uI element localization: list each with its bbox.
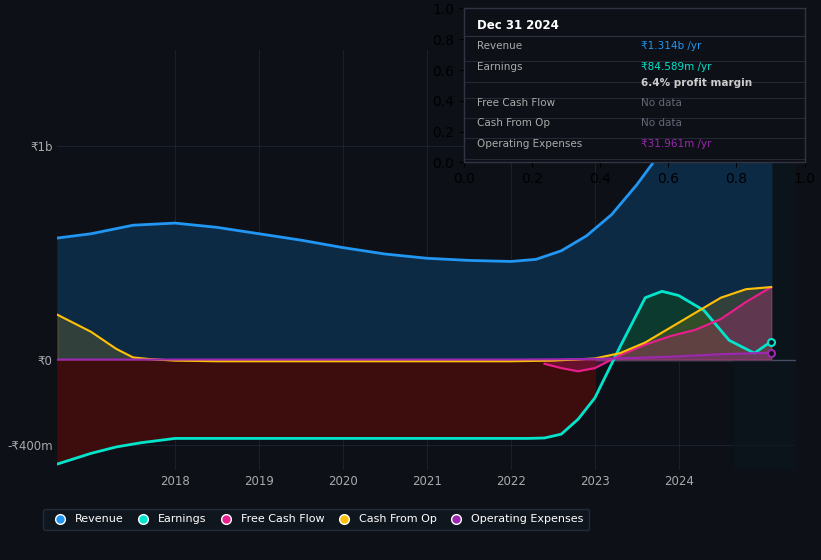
Text: Dec 31 2024: Dec 31 2024 — [478, 19, 559, 32]
Text: ₹31.961m /yr: ₹31.961m /yr — [641, 139, 712, 150]
Text: ₹1.314b /yr: ₹1.314b /yr — [641, 41, 701, 51]
Text: ₹84.589m /yr: ₹84.589m /yr — [641, 62, 712, 72]
Text: 6.4% profit margin: 6.4% profit margin — [641, 78, 752, 88]
Text: No data: No data — [641, 98, 682, 108]
Text: Operating Expenses: Operating Expenses — [478, 139, 583, 150]
Text: No data: No data — [641, 118, 682, 128]
Bar — [733, 50, 796, 470]
Text: Free Cash Flow: Free Cash Flow — [478, 98, 556, 108]
Text: Revenue: Revenue — [478, 41, 523, 51]
Text: Cash From Op: Cash From Op — [478, 118, 551, 128]
Legend: Revenue, Earnings, Free Cash Flow, Cash From Op, Operating Expenses: Revenue, Earnings, Free Cash Flow, Cash … — [44, 509, 589, 530]
Text: Earnings: Earnings — [478, 62, 523, 72]
